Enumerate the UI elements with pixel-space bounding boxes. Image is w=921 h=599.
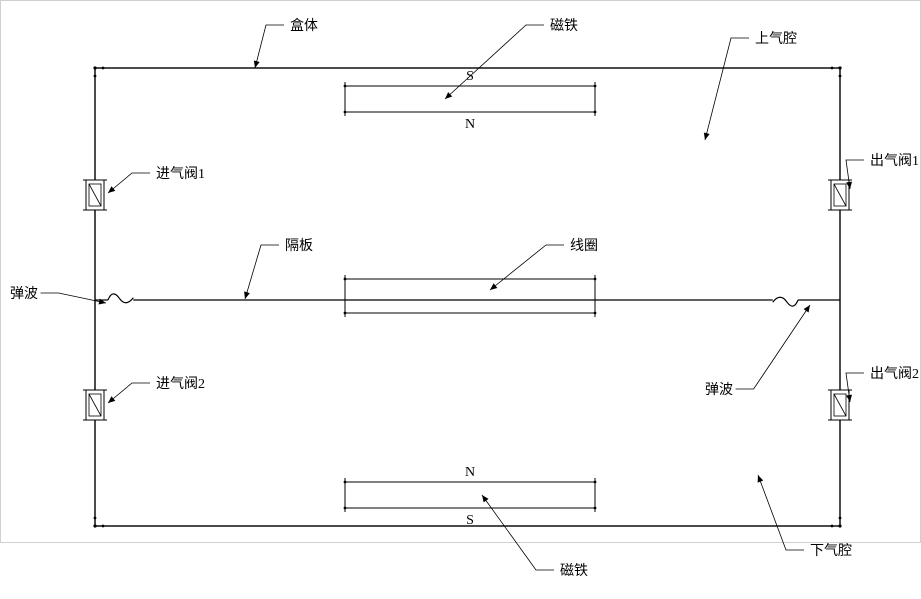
label-box-body: 盒体: [290, 17, 318, 34]
pole-N-top: N: [465, 117, 475, 132]
label-upper-chamber: 上气腔: [755, 31, 797, 47]
label-inlet2: 进气阀2: [156, 376, 205, 392]
page-frame: [1, 1, 921, 543]
pump-schematic: SNNS盒体磁铁上气腔进气阀1出气阀1隔板线圈弹波弹波进气阀2出气阀2下气腔磁铁: [0, 0, 921, 599]
spring-right: [773, 297, 798, 306]
label-magnet-top: 磁铁: [550, 18, 578, 34]
label-spring-left: 弹波: [10, 286, 38, 302]
magnet-bottom: [345, 482, 595, 508]
label-outlet1: 出气阀1: [870, 153, 919, 169]
label-spring-right: 弹波: [705, 382, 733, 398]
label-partition: 隔板: [285, 238, 313, 254]
label-coil: 线圈: [570, 238, 598, 254]
spring-left: [108, 294, 133, 303]
label-magnet-bottom: 磁铁: [560, 563, 588, 579]
label-inlet1: 进气阀1: [156, 166, 205, 182]
label-lower-chamber: 下气腔: [810, 543, 852, 559]
label-outlet2: 出气阀2: [870, 366, 919, 382]
magnet-top: [345, 86, 595, 112]
pole-S-bottom: S: [466, 513, 474, 528]
coil: [345, 279, 595, 313]
pole-N-bottom: N: [465, 465, 475, 480]
